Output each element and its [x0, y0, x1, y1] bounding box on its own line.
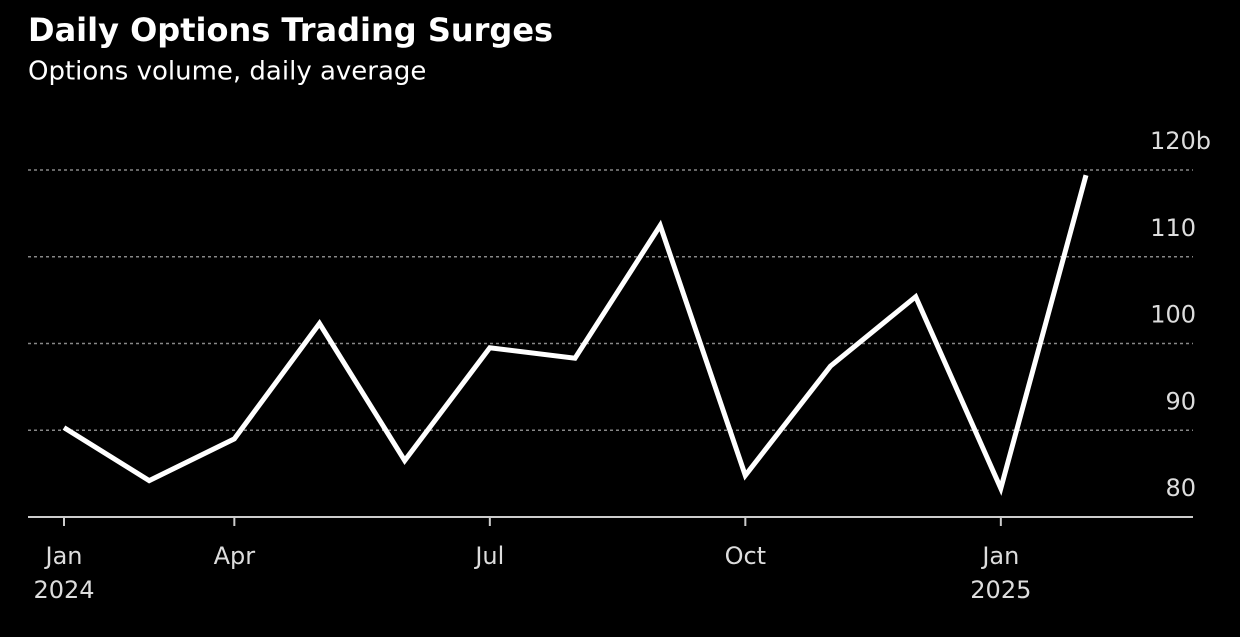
- y-tick-label: 100: [1150, 301, 1196, 329]
- y-tick-label: 110: [1150, 214, 1196, 242]
- x-tick-label: Jan 2025: [970, 542, 1032, 604]
- line: [62, 174, 1089, 496]
- x-tick-label: Apr: [213, 542, 256, 570]
- chart-title: Daily Options Trading Surges: [28, 11, 553, 49]
- y-tick-label: 120b: [1150, 127, 1211, 155]
- x-tick-label: Jan 2024: [33, 542, 95, 604]
- x-tick-label: Jul: [475, 542, 505, 570]
- x-tick-label: Oct: [724, 542, 767, 570]
- y-tick-label: 80: [1165, 474, 1196, 502]
- y-tick-label: 90: [1165, 387, 1196, 415]
- chart-subtitle: Options volume, daily average: [28, 57, 426, 87]
